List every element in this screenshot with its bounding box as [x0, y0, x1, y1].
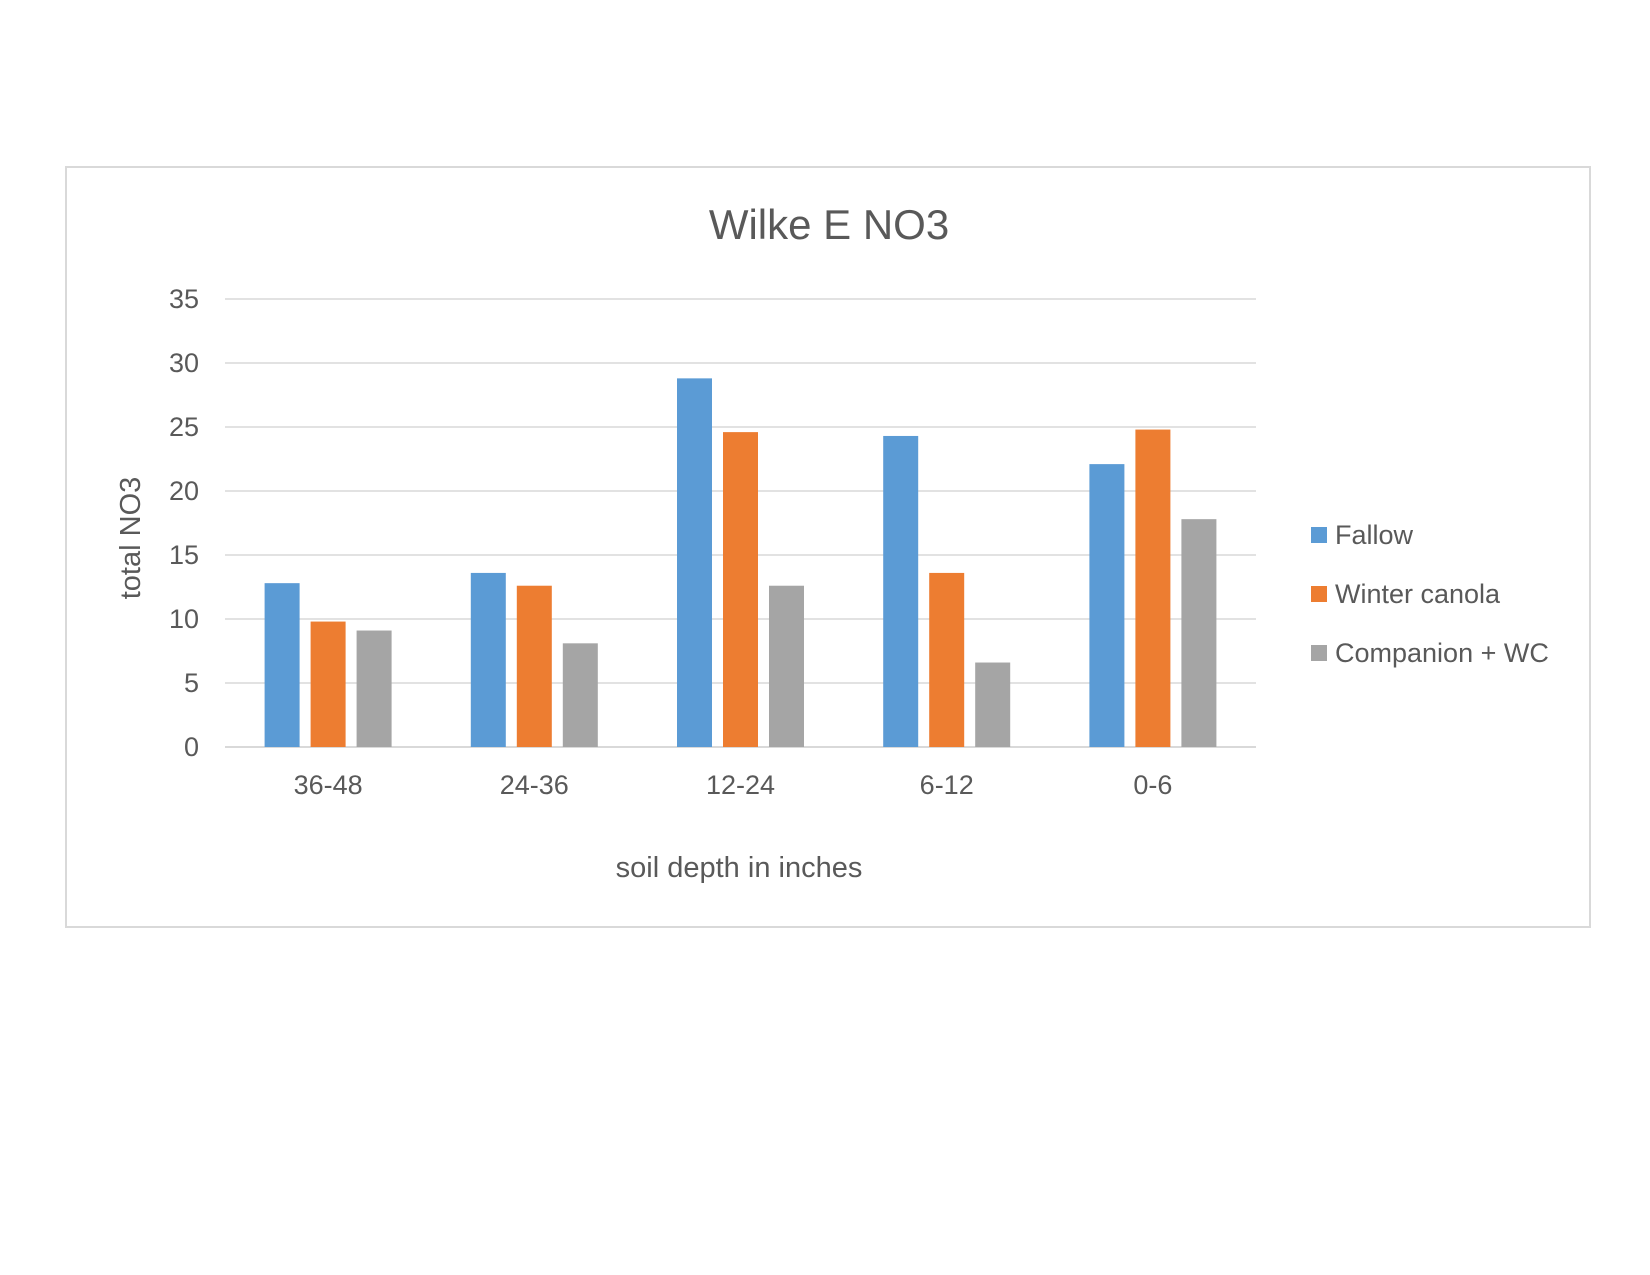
bar-winter-canola-6-12 [929, 572, 965, 747]
bars [264, 378, 1217, 747]
y-tick-label: 15 [169, 540, 199, 570]
bar-companion-wc-12-24 [769, 585, 804, 747]
legend-label: Fallow [1335, 520, 1414, 550]
x-tick-label: 12-24 [706, 770, 775, 800]
y-axis-ticks: 0 5 10 15 20 25 30 35 [169, 284, 199, 762]
x-axis-title: soil depth in inches [616, 852, 863, 884]
x-tick-label: 36-48 [294, 770, 363, 800]
legend-label: Winter canola [1335, 579, 1501, 609]
bar-companion-wc-0-6 [1181, 519, 1217, 747]
legend-label: Companion + WC [1335, 638, 1549, 668]
bar-chart: Wilke E NO3 0 5 10 15 20 25 30 35 36-48 24-36 12-… [115, 201, 1549, 884]
legend-swatch [1311, 645, 1327, 661]
legend: Fallow Winter canola Companion + WC [1311, 520, 1549, 668]
x-tick-label: 24-36 [500, 770, 569, 800]
bar-winter-canola-0-6 [1135, 429, 1171, 747]
y-tick-label: 20 [169, 476, 199, 506]
bar-companion-wc-6-12 [975, 662, 1011, 747]
chart-container: Wilke E NO3 0 5 10 15 20 25 30 35 36-48 24-36 12-… [65, 166, 1591, 928]
bar-fallow-6-12 [883, 435, 919, 747]
x-tick-label: 6-12 [920, 770, 974, 800]
y-axis-title: total NO3 [115, 477, 147, 600]
legend-swatch [1311, 527, 1327, 543]
y-tick-label: 30 [169, 348, 199, 378]
bar-winter-canola-24-36 [516, 585, 552, 747]
x-axis-ticks: 36-48 24-36 12-24 6-12 0-6 [294, 770, 1173, 800]
y-tick-label: 25 [169, 412, 199, 442]
y-tick-label: 10 [169, 604, 199, 634]
x-tick-label: 0-6 [1133, 770, 1172, 800]
chart-title: Wilke E NO3 [709, 201, 949, 248]
bar-winter-canola-12-24 [723, 432, 758, 747]
bar-fallow-36-48 [264, 583, 300, 747]
bar-companion-wc-36-48 [356, 630, 392, 747]
y-tick-label: 0 [184, 732, 199, 762]
y-tick-label: 35 [169, 284, 199, 314]
bar-fallow-0-6 [1089, 464, 1125, 747]
legend-swatch [1311, 586, 1327, 602]
y-tick-label: 5 [184, 668, 199, 698]
bar-companion-wc-24-36 [562, 643, 598, 747]
bar-fallow-24-36 [470, 572, 506, 747]
bar-winter-canola-36-48 [310, 621, 346, 747]
bar-fallow-12-24 [677, 378, 712, 747]
